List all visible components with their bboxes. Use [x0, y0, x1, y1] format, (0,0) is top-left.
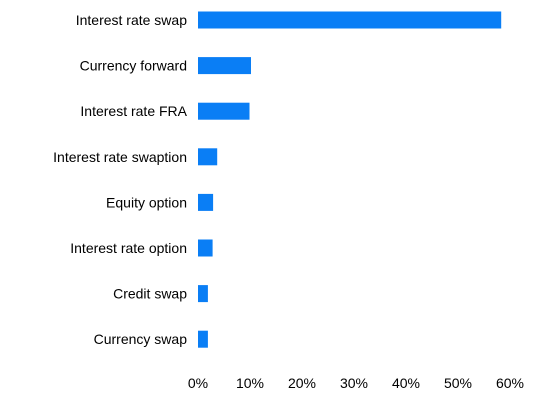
x-tick-label-6: 60% — [496, 375, 524, 391]
x-tick-label-3: 30% — [340, 375, 368, 391]
category-label-4: Equity option — [106, 194, 187, 210]
bar-1 — [198, 57, 251, 75]
bar-5 — [198, 239, 213, 257]
category-label-3: Interest rate swaption — [53, 149, 187, 165]
bars-group — [198, 11, 502, 348]
bar-7 — [198, 330, 208, 348]
x-axis-tick-labels: 0% 10% 20% 30% 40% 50% 60% — [188, 375, 524, 391]
category-labels: Interest rate swap Currency forward Intere… — [53, 12, 188, 347]
category-label-1: Currency forward — [80, 58, 187, 74]
category-label-0: Interest rate swap — [76, 12, 187, 28]
x-tick-label-1: 10% — [236, 375, 264, 391]
x-tick-label-5: 50% — [444, 375, 472, 391]
category-label-6: Credit swap — [113, 286, 187, 302]
bar-6 — [198, 285, 208, 303]
category-label-5: Interest rate option — [70, 240, 187, 256]
bar-2 — [198, 102, 250, 120]
category-label-2: Interest rate FRA — [80, 103, 187, 119]
x-tick-label-0: 0% — [188, 375, 208, 391]
x-tick-label-4: 40% — [392, 375, 420, 391]
x-tick-label-2: 20% — [288, 375, 316, 391]
bar-3 — [198, 148, 218, 166]
bar-0 — [198, 11, 502, 29]
category-label-7: Currency swap — [94, 331, 188, 347]
bar-4 — [198, 193, 214, 211]
